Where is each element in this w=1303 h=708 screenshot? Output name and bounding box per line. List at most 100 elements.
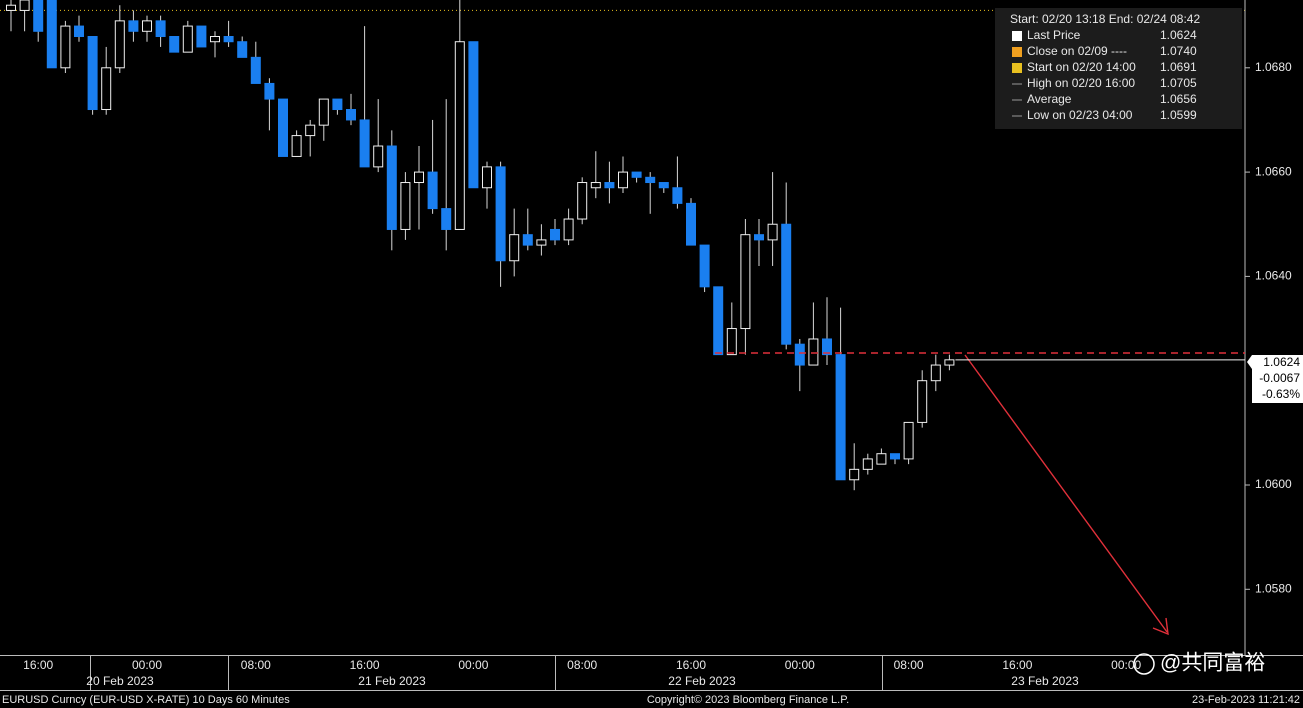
legend-name: Low on 02/23 04:00	[1027, 108, 1133, 122]
candle-body	[400, 182, 411, 230]
x-tick-label: 16:00	[350, 658, 380, 672]
candle-body	[876, 453, 887, 465]
plot-area	[0, 0, 1245, 491]
candle-body	[250, 56, 261, 84]
y-tick-label: 1.0640	[1255, 269, 1292, 283]
x-tick-label: 16:00	[23, 658, 53, 672]
watermark-icon	[1133, 653, 1155, 675]
y-tick-label: 1.0680	[1255, 60, 1292, 74]
candle-body	[6, 4, 16, 11]
legend-name: High on 02/20 16:00	[1027, 76, 1135, 90]
x-tick-label: 00:00	[458, 658, 488, 672]
y-tick-label: 1.0580	[1255, 581, 1292, 595]
candle-body	[658, 182, 669, 189]
candle-body	[631, 171, 642, 178]
legend-value: 1.0656	[1160, 92, 1197, 106]
candle-body	[454, 41, 465, 230]
date-label: 22 Feb 2023	[668, 674, 736, 688]
candle-body	[414, 171, 424, 184]
candle-body	[305, 124, 316, 137]
x-tick-label: 08:00	[241, 658, 271, 672]
candle-body	[128, 20, 139, 32]
candle-body	[182, 25, 193, 53]
legend-value: 1.0740	[1160, 44, 1197, 58]
candle-body	[495, 166, 506, 262]
legend-swatch	[1012, 63, 1022, 73]
candle-body	[101, 67, 112, 111]
candle-body	[944, 359, 955, 366]
candle-body	[33, 0, 44, 32]
candle-body	[645, 176, 656, 184]
candle-body	[278, 98, 288, 157]
candle-body	[74, 25, 84, 38]
candle-body	[917, 380, 928, 423]
candle-body	[60, 25, 71, 69]
day-separators	[90, 655, 883, 690]
candle-body	[46, 0, 57, 69]
candle-body	[604, 182, 615, 189]
candle-body	[686, 202, 696, 246]
candle-body	[373, 145, 384, 168]
candle-body	[767, 223, 778, 241]
candle-body	[509, 234, 520, 262]
legend-name: Average	[1027, 92, 1072, 106]
candle-body	[196, 25, 207, 48]
candle-body	[291, 135, 302, 157]
legend-name: Last Price	[1027, 28, 1081, 42]
candle-body	[536, 239, 547, 246]
candle-body	[563, 218, 574, 241]
legend-swatch	[1012, 31, 1022, 41]
date-label: 20 Feb 2023	[86, 674, 154, 688]
candle-body	[427, 171, 438, 210]
candle-body	[346, 109, 356, 121]
candle-body	[155, 20, 166, 38]
candle-body	[114, 20, 125, 69]
watermark: @共同富裕	[1160, 652, 1265, 675]
candle-body	[590, 182, 601, 189]
candle-body	[386, 145, 397, 230]
candle-body	[264, 82, 275, 100]
candle-body	[522, 234, 533, 246]
change-label: -0.0067	[1259, 371, 1300, 385]
candle-body	[726, 328, 737, 356]
candle-body	[482, 166, 492, 189]
legend-swatch	[1012, 47, 1022, 57]
candle-body	[781, 223, 792, 345]
x-tick-label: 08:00	[567, 658, 597, 672]
candle-body	[359, 119, 370, 168]
footer-left: EURUSD Curncy (EUR-USD X-RATE) 10 Days 6…	[2, 694, 290, 706]
x-tick-label: 00:00	[132, 658, 162, 672]
legend: Start: 02/20 13:18 End: 02/24 08:42 Last…	[995, 8, 1242, 129]
footer-center: Copyright© 2023 Bloomberg Finance L.P.	[647, 694, 849, 706]
legend-name: Start on 02/20 14:00	[1027, 60, 1136, 74]
x-tick-label: 16:00	[1002, 658, 1032, 672]
legend-value: 1.0691	[1160, 60, 1197, 74]
x-tick-label: 16:00	[676, 658, 706, 672]
candle-body	[903, 421, 914, 460]
candle-body	[318, 98, 329, 126]
legend-name: Close on 02/09 ----	[1027, 44, 1127, 58]
x-tick-label: 08:00	[894, 658, 924, 672]
candle-body	[237, 41, 248, 58]
candle-body	[672, 187, 683, 204]
candle-body	[169, 36, 180, 53]
candle-body	[808, 338, 819, 366]
candle-body	[890, 453, 900, 460]
candle-body	[849, 468, 860, 481]
candle-body	[862, 458, 873, 470]
candle-body	[87, 36, 98, 111]
candle-body	[19, 0, 30, 11]
candle-body	[835, 354, 846, 481]
legend-box	[995, 8, 1242, 129]
candle-body	[332, 98, 343, 111]
change-pct-label: -0.63%	[1262, 387, 1300, 401]
candle-body	[930, 364, 941, 382]
candle-body	[713, 286, 724, 356]
last-price-label: 1.0624	[1263, 355, 1300, 369]
candle-body	[754, 234, 764, 241]
candle-body	[618, 171, 628, 189]
legend-value: 1.0705	[1160, 76, 1197, 90]
candle-body	[699, 244, 710, 288]
candle-body	[468, 41, 479, 189]
